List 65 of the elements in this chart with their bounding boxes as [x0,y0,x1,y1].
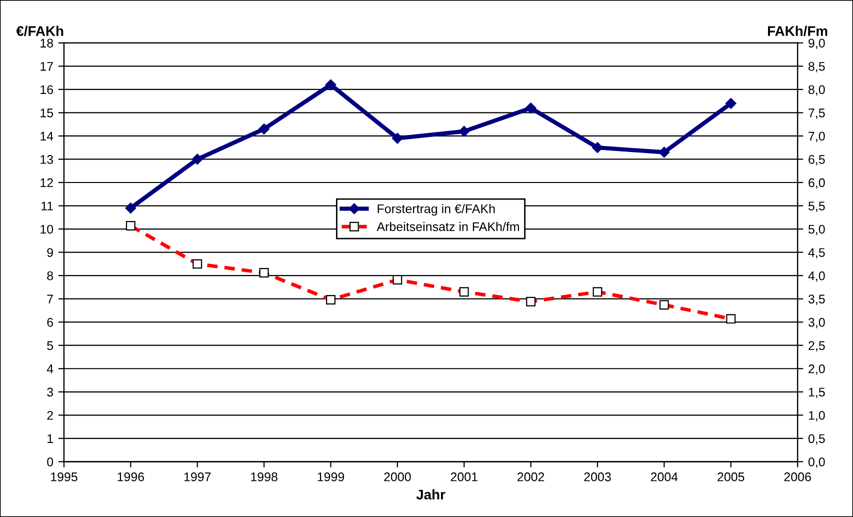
y-tick-label: 3 [47,388,54,397]
y2-tick-label: 3,0 [808,318,825,328]
x-tick-label: 1996 [118,472,144,482]
y2-tick-label: 0,5 [808,434,825,445]
y-tick-label: 14 [40,132,54,140]
y2-tick-label: 6,0 [808,178,825,189]
y2-tick-label: 7,0 [808,132,825,142]
point [725,98,736,109]
y2-tick-label: 9,0 [808,38,825,50]
y2-tick-label: 8,0 [808,85,825,96]
y2-tick-label: 1,5 [808,388,825,398]
point [392,132,403,144]
x-axis-title: Jahr [416,489,446,500]
y2-tick-label: 7,5 [808,108,825,119]
y-tick-label: 7 [47,294,53,304]
x-tick-label: 2003 [584,472,611,482]
y2-axis-title: FAKh/Fm [768,26,828,36]
y2-tick-label: 5,5 [808,202,825,212]
x-tick-label: 2000 [384,472,411,482]
y-tick-label: 18 [40,38,54,48]
point [658,146,670,158]
x-tick-label: 2004 [650,472,678,482]
y-tick-label: 4 [46,364,54,374]
x-tick-label: 2001 [450,472,478,482]
y-tick-label: 8 [47,271,54,280]
y-tick-label: 1 [48,434,53,443]
x-tick-label: 1995 [51,472,78,482]
point [125,202,136,214]
y-tick-label: 10 [40,224,54,234]
y-tick-label: 17 [40,62,53,71]
y2-tick-label: 4,5 [808,248,825,258]
y2-tick-label: 5,0 [808,224,825,236]
x-tick-label: 2002 [518,472,544,482]
legend-label: Forstertrag in €/FAKh [378,204,495,216]
y2-tick-label: 0,0 [808,457,825,468]
x-tick-label: 2005 [718,472,744,482]
point [525,102,536,114]
y2-tick-label: 8,5 [808,62,825,72]
y2-tick-label: 1,0 [808,410,825,422]
y-axis-title: €/FAKh [16,26,64,36]
y2-tick-label: 6,5 [808,155,825,166]
y2-tick-label: 3,5 [808,294,825,305]
y-tick-label: 5 [47,341,54,350]
point [258,124,270,134]
y-tick-label: 9 [47,248,53,257]
x-tick-label: 1998 [251,472,278,482]
y-tick-label: 2 [47,410,53,420]
point [192,154,203,165]
x-tick-label: 1997 [184,472,211,482]
y-tick-label: 13 [40,155,54,164]
x-tick-label: 1999 [318,472,344,482]
point [458,126,470,137]
point [592,142,603,154]
y-tick-label: 16 [40,85,54,94]
y-tick-label: 11 [42,202,53,210]
y-tick-label: 15 [40,108,54,118]
legend-label: Arbeitseinsatz in FAKh/fm [376,222,519,232]
y2-tick-label: 4,0 [808,271,825,282]
y-tick-label: 12 [40,178,53,188]
y2-tick-label: 2,5 [808,341,825,352]
y-tick-label: 6 [47,318,54,327]
x-tick-label: 2006 [784,472,811,482]
y2-tick-label: 2,0 [808,364,825,375]
point [325,79,336,90]
y-tick-label: 0 [47,457,54,466]
